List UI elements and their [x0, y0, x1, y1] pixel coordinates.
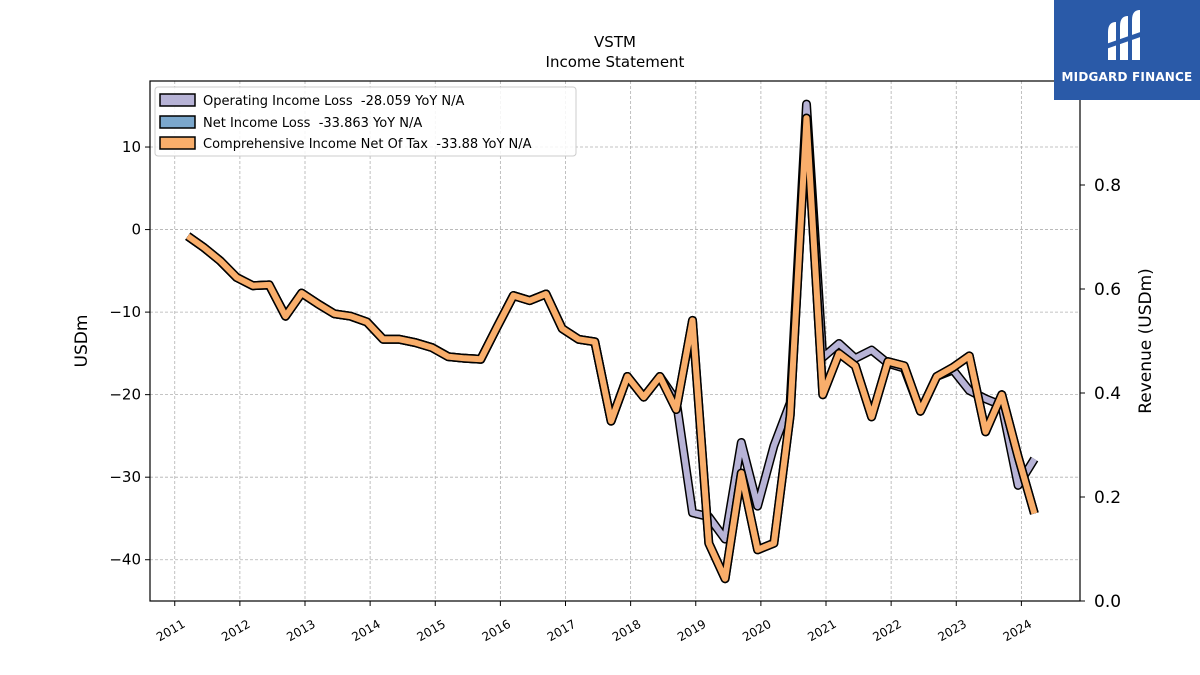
x-tick-label: 2017 — [545, 617, 578, 644]
y2-tick-label: 0.6 — [1094, 280, 1121, 300]
x-tick-label: 2018 — [610, 617, 643, 644]
series-line-operating-income — [186, 101, 1037, 543]
midgard-logo-icon — [1106, 10, 1146, 60]
brand-name: MIDGARD FINANCE — [1061, 70, 1193, 84]
x-tick-label: 2022 — [870, 617, 903, 644]
legend-label-net-income: Net Income Loss -33.863 YoY N/A — [203, 116, 422, 131]
legend-label-comprehensive-income: Comprehensive Income Net Of Tax -33.88 Y… — [203, 137, 532, 152]
x-tick-label: 2021 — [805, 617, 838, 644]
y-tick-label: −30 — [109, 468, 141, 486]
y2-tick-label: 0.8 — [1094, 176, 1121, 196]
legend-swatch-operating-income — [159, 93, 196, 107]
chart-subtitle: Income Statement — [546, 53, 685, 71]
y-tick-label: −10 — [109, 303, 141, 321]
y-axis-label: USDm — [72, 315, 92, 368]
plot-frame — [149, 80, 1081, 602]
legend: Operating Income Loss -28.059 YoY N/A Ne… — [154, 86, 577, 157]
chart-title: VSTM — [594, 33, 636, 51]
legend-box — [154, 86, 577, 157]
x-tick-label: 2015 — [415, 617, 448, 644]
x-tick-label: 2020 — [740, 617, 773, 644]
x-tick-label: 2024 — [1001, 617, 1034, 644]
x-tick-label: 2013 — [284, 617, 317, 644]
y-tick-label: −40 — [109, 551, 141, 569]
y-tick-label: 0 — [131, 221, 141, 239]
left-y-axis: 10 0 −10 −20 −30 −40 — [109, 138, 150, 569]
grid-lines — [150, 81, 1080, 601]
y2-tick-label: 0.0 — [1094, 592, 1121, 612]
brand-logo: MIDGARD FINANCE — [1054, 0, 1200, 100]
legend-swatch-net-income — [159, 115, 196, 129]
x-tick-label: 2011 — [154, 617, 187, 644]
series-line-net-income — [186, 115, 1038, 582]
series-outline-net-income — [185, 113, 1039, 584]
series-outline-operating-income — [185, 99, 1039, 544]
x-axis: 2011 2012 2013 2014 2015 2016 2017 2018 2019 2020… — [154, 601, 1034, 644]
y-tick-label: −20 — [109, 386, 141, 404]
series-outline-comprehensive-income — [185, 113, 1039, 584]
y2-tick-label: 0.2 — [1094, 488, 1121, 508]
x-tick-label: 2014 — [349, 617, 382, 644]
series-line-comprehensive-income — [186, 115, 1038, 582]
right-y-axis-label: Revenue (USDm) — [1136, 268, 1156, 414]
legend-swatch-comprehensive-income — [159, 136, 196, 150]
x-tick-label: 2023 — [936, 617, 969, 644]
x-tick-label: 2016 — [480, 617, 513, 644]
y-tick-label: 10 — [122, 138, 141, 156]
legend-label-operating-income: Operating Income Loss -28.059 YoY N/A — [203, 94, 465, 109]
right-y-axis: 0.0 0.2 0.4 0.6 0.8 — [1080, 176, 1121, 612]
x-tick-label: 2019 — [675, 617, 708, 644]
series-lines — [185, 99, 1039, 584]
x-tick-label: 2012 — [219, 617, 252, 644]
y2-tick-label: 0.4 — [1094, 384, 1121, 404]
